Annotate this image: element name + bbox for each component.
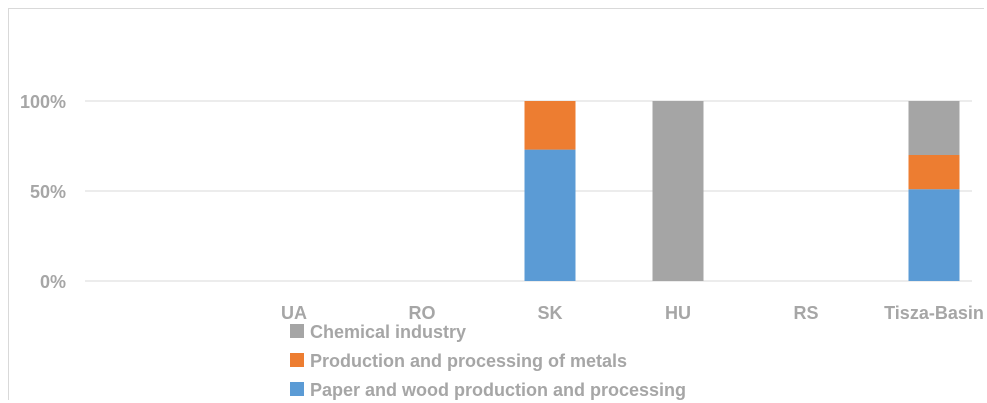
y-tick-label: 100% bbox=[20, 92, 66, 112]
category-label: Tisza-Basin bbox=[884, 303, 984, 323]
bar-segment bbox=[908, 101, 960, 155]
y-tick-label: 50% bbox=[30, 182, 66, 202]
y-tick-label: 0% bbox=[40, 272, 66, 292]
legend-swatch bbox=[290, 382, 304, 396]
bar-segment bbox=[652, 101, 704, 281]
legend-swatch bbox=[290, 324, 304, 338]
legend-label: Production and processing of metals bbox=[310, 351, 627, 371]
category-label: HU bbox=[665, 303, 691, 323]
bar-segment bbox=[908, 189, 960, 281]
bar-segment bbox=[524, 149, 576, 281]
legend-swatch bbox=[290, 353, 304, 367]
chart-frame bbox=[8, 8, 984, 400]
y-tick-labels: 0% 50% 100% bbox=[20, 92, 66, 292]
category-label: RS bbox=[793, 303, 818, 323]
category-label: UA bbox=[281, 303, 307, 323]
legend: Chemical industry Production and processi… bbox=[290, 322, 686, 400]
category-labels: UA RO SK HU RS Tisza-Basin bbox=[281, 303, 984, 323]
legend-label: Chemical industry bbox=[310, 322, 466, 342]
category-label: RO bbox=[409, 303, 436, 323]
bars bbox=[524, 101, 960, 281]
legend-label: Paper and wood production and processing bbox=[310, 380, 686, 400]
category-label: SK bbox=[537, 303, 562, 323]
bar-segment bbox=[908, 155, 960, 190]
bar-segment bbox=[524, 101, 576, 150]
